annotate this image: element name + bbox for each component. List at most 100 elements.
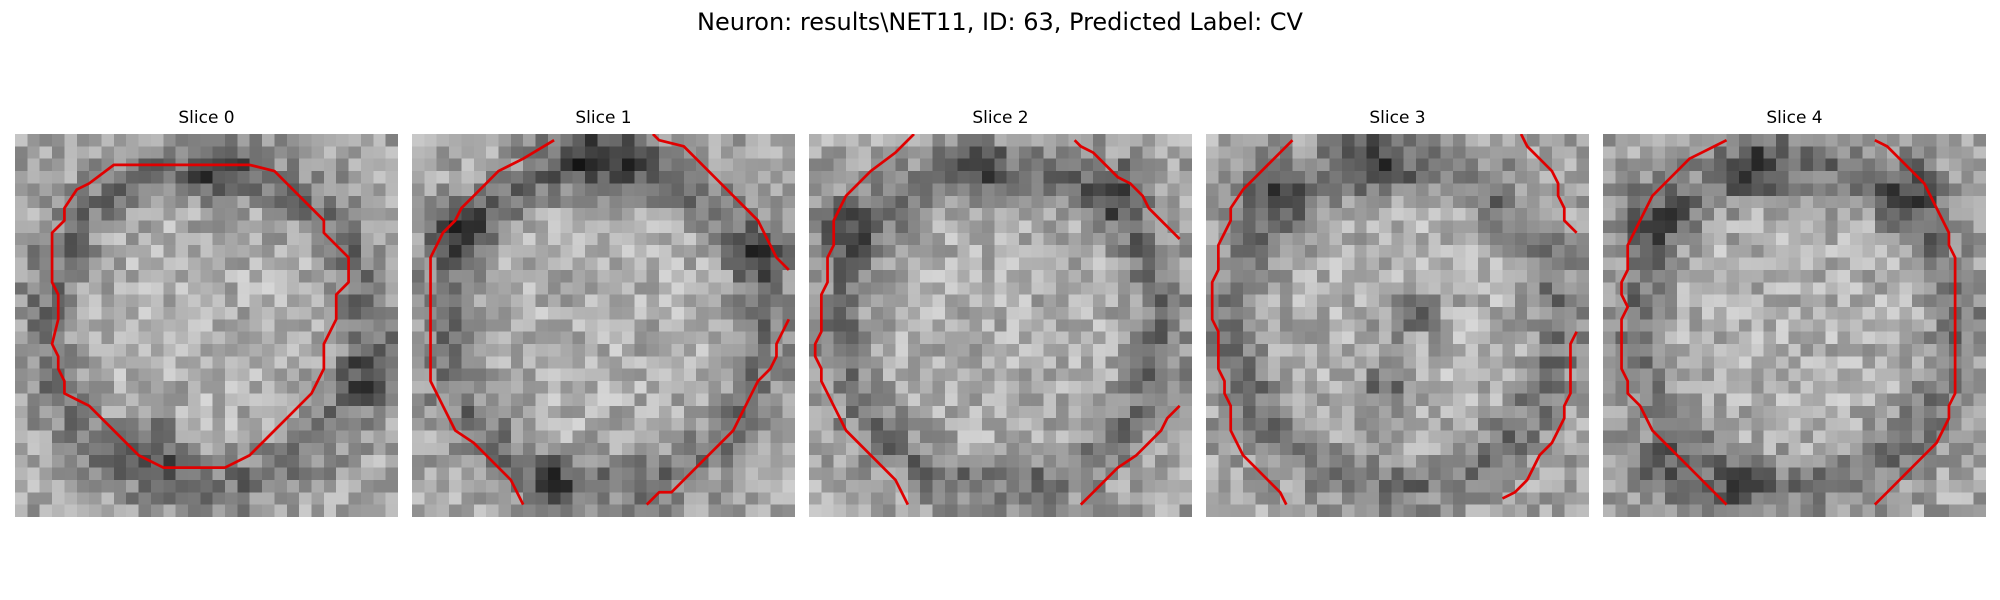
pixel bbox=[957, 220, 970, 234]
pixel bbox=[1043, 245, 1057, 258]
pixel bbox=[957, 245, 970, 258]
pixel bbox=[708, 294, 722, 308]
pixel bbox=[1304, 232, 1318, 246]
pixel bbox=[15, 344, 28, 357]
pixel bbox=[609, 356, 623, 369]
pixel bbox=[1751, 504, 1764, 517]
pixel bbox=[1640, 319, 1653, 332]
pixel bbox=[1105, 319, 1119, 332]
pixel bbox=[770, 455, 783, 468]
pixel bbox=[237, 282, 250, 295]
pixel bbox=[424, 418, 437, 431]
pixel bbox=[634, 405, 647, 419]
pixel bbox=[64, 294, 78, 308]
pixel bbox=[1317, 232, 1330, 246]
pixel bbox=[883, 294, 896, 308]
pixel bbox=[1490, 195, 1503, 209]
pixel bbox=[1477, 282, 1491, 295]
pixel bbox=[696, 220, 709, 234]
pixel bbox=[720, 146, 734, 159]
pixel bbox=[1490, 294, 1503, 308]
pixel bbox=[1738, 232, 1752, 246]
pixel bbox=[1440, 294, 1454, 308]
pixel bbox=[560, 220, 573, 234]
pixel bbox=[821, 467, 834, 481]
pixel bbox=[671, 282, 685, 295]
pixel bbox=[1502, 442, 1516, 456]
pixel bbox=[27, 381, 40, 394]
pixel bbox=[957, 269, 970, 283]
pixel bbox=[957, 331, 970, 345]
pixel bbox=[733, 368, 746, 382]
pixel bbox=[163, 171, 176, 184]
pixel bbox=[547, 455, 561, 468]
pixel bbox=[920, 269, 933, 283]
pixel bbox=[348, 467, 362, 481]
pixel bbox=[1391, 356, 1404, 369]
pixel bbox=[1167, 183, 1180, 197]
pixel bbox=[348, 158, 362, 172]
pixel bbox=[113, 294, 127, 308]
pixel bbox=[1677, 208, 1690, 221]
pixel bbox=[1130, 356, 1143, 369]
pixel bbox=[969, 504, 983, 517]
pixel bbox=[957, 368, 970, 382]
pixel bbox=[39, 220, 53, 234]
pixel bbox=[696, 257, 709, 271]
pixel bbox=[683, 492, 697, 505]
pixel bbox=[39, 430, 53, 444]
pixel bbox=[15, 134, 28, 147]
pixel bbox=[683, 208, 697, 221]
pixel bbox=[1403, 220, 1417, 234]
pixel bbox=[1961, 319, 1974, 332]
pixel bbox=[720, 171, 734, 184]
pixel bbox=[1117, 257, 1131, 271]
pixel bbox=[1564, 232, 1577, 246]
pixel bbox=[436, 319, 450, 332]
pixel bbox=[1255, 269, 1269, 283]
pixel bbox=[1701, 492, 1715, 505]
pixel bbox=[1701, 183, 1715, 197]
pixel bbox=[1701, 381, 1715, 394]
pixel bbox=[1527, 134, 1540, 147]
pixel bbox=[1924, 405, 1937, 419]
pixel bbox=[461, 220, 475, 234]
pixel bbox=[1924, 368, 1937, 382]
pixel bbox=[1701, 158, 1715, 172]
pixel bbox=[1603, 146, 1616, 159]
contour-line bbox=[1620, 138, 1728, 506]
pixel bbox=[336, 220, 349, 234]
pixel bbox=[622, 405, 635, 419]
pixel bbox=[720, 455, 734, 468]
pixel bbox=[1825, 331, 1838, 345]
pixel bbox=[870, 356, 884, 369]
pixel bbox=[1317, 208, 1330, 221]
pixel bbox=[1738, 467, 1752, 481]
pixel bbox=[1751, 171, 1764, 184]
pixel bbox=[1329, 208, 1343, 221]
pixel bbox=[634, 195, 647, 209]
pixel bbox=[1043, 418, 1057, 431]
pixel bbox=[1615, 418, 1628, 431]
pixel bbox=[1874, 344, 1888, 357]
pixel bbox=[1813, 479, 1826, 493]
pixel bbox=[1850, 195, 1863, 209]
pixel bbox=[782, 356, 795, 369]
pixel bbox=[1292, 158, 1306, 172]
pixel bbox=[1080, 331, 1094, 345]
pixel bbox=[138, 245, 152, 258]
pixel bbox=[1887, 344, 1900, 357]
pixel bbox=[1080, 393, 1094, 407]
pixel bbox=[126, 368, 139, 382]
pixel bbox=[1502, 146, 1516, 159]
pixel bbox=[299, 356, 312, 369]
pixel bbox=[1206, 492, 1219, 505]
pixel bbox=[1862, 467, 1876, 481]
pixel bbox=[1230, 418, 1244, 431]
pixel bbox=[373, 467, 386, 481]
pixel bbox=[323, 158, 337, 172]
pixel bbox=[1564, 479, 1577, 493]
pixel bbox=[64, 442, 78, 456]
pixel bbox=[1627, 442, 1641, 456]
pixel bbox=[1142, 418, 1156, 431]
